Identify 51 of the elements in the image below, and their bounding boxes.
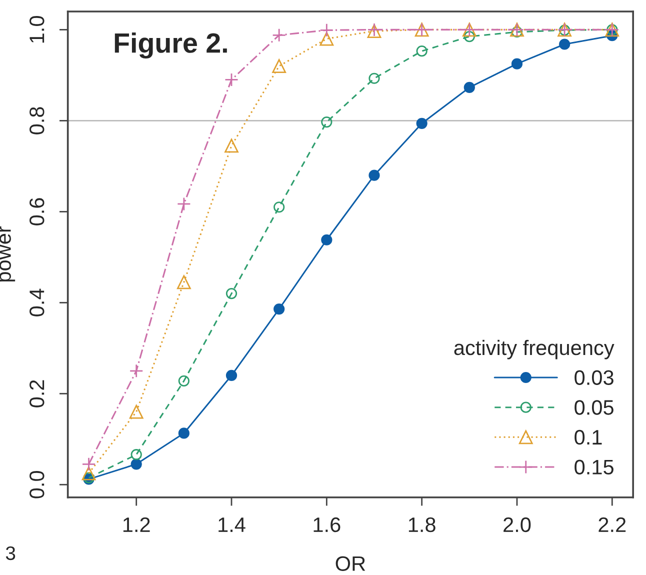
x-tick-label: 2.0: [504, 517, 531, 532]
point: [511, 58, 523, 70]
annotation: Figure 2.: [114, 32, 227, 59]
legend-label: 0.03: [574, 370, 614, 385]
y-tick-label: 0.8: [30, 107, 44, 134]
x-tick-label: 1.8: [408, 517, 436, 532]
x-axis-title: OR: [336, 556, 366, 571]
x-tick-label: 1.6: [314, 517, 340, 532]
point: [464, 30, 475, 42]
point: [320, 23, 334, 38]
point: [129, 404, 144, 419]
point: [82, 457, 96, 472]
y-tick-label: 0.4: [30, 288, 44, 316]
x-tick-label: 1.4: [218, 518, 246, 532]
point: [226, 370, 238, 382]
point: [559, 38, 570, 50]
point: [224, 138, 238, 153]
point: [274, 202, 285, 213]
legend-label: 0.15: [574, 460, 614, 475]
y-tick-label: 0.0: [30, 470, 44, 498]
y-tick-label: 0.6: [30, 198, 44, 226]
point: [274, 303, 285, 315]
point: [178, 428, 190, 439]
point: [368, 170, 380, 181]
text: 3: [6, 546, 16, 560]
x-tick-label: 1.2: [123, 517, 150, 532]
point: [130, 458, 142, 470]
y-axis-title: power: [0, 226, 16, 282]
y-tick-label: 0.2: [30, 380, 44, 408]
point: [82, 466, 96, 480]
x-tick-label: 2.2: [598, 517, 626, 532]
legend-label: 0.1: [574, 430, 602, 445]
legend-title: activity frequency: [454, 340, 614, 360]
point: [130, 449, 142, 460]
y-tick-label: 1.0: [30, 16, 44, 43]
point: [176, 196, 191, 211]
point: [272, 59, 286, 74]
point: [178, 375, 190, 386]
point: [321, 116, 332, 128]
point: [368, 72, 380, 84]
point: [416, 46, 428, 57]
point: [320, 32, 334, 46]
point: [464, 82, 475, 94]
point: [224, 72, 238, 87]
point: [129, 364, 144, 378]
point: [416, 118, 428, 129]
point: [272, 28, 286, 42]
legend-label: 0.05: [574, 400, 614, 415]
point: [321, 234, 332, 246]
point: [176, 275, 191, 290]
point: [226, 288, 238, 300]
